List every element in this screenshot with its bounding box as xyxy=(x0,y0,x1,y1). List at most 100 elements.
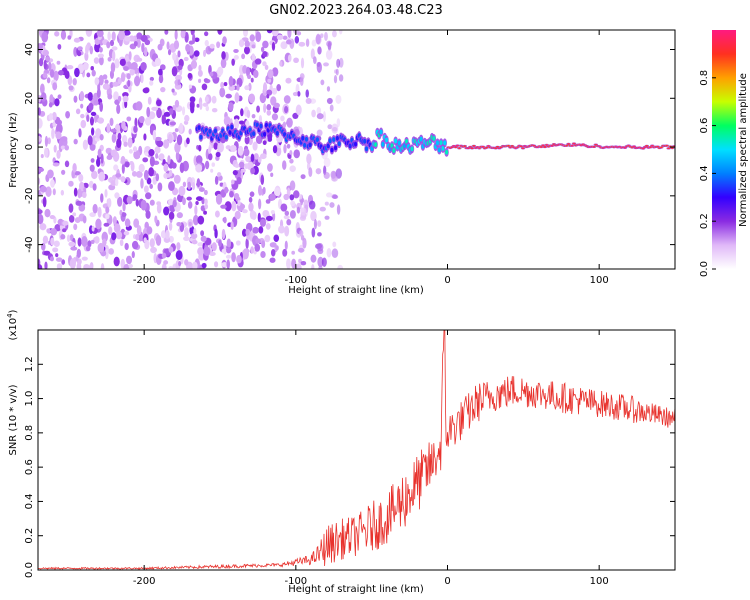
spectrogram-cell xyxy=(323,157,331,168)
spectrogram-cell xyxy=(283,144,287,154)
spectrogram-cell xyxy=(135,233,140,241)
spectrogram-cell xyxy=(233,192,240,200)
spectrogram-cell xyxy=(226,259,230,269)
spectrogram-cell xyxy=(56,263,63,269)
spectrogram-cell xyxy=(68,203,74,213)
spectrogram-cell xyxy=(273,102,280,109)
spectrogram-cell xyxy=(665,144,669,147)
spectrogram-cell xyxy=(441,145,445,151)
spectrogram-cell xyxy=(42,196,47,208)
spectrogram-cell xyxy=(167,49,172,56)
spectrogram-x-label: Height of straight line (km) xyxy=(288,285,424,296)
spectrogram-cell xyxy=(96,158,101,167)
spectrogram-cell xyxy=(72,163,77,173)
spectrogram-cell xyxy=(80,103,84,109)
spectrogram-cell xyxy=(283,193,290,201)
spectrogram-cell xyxy=(326,192,333,198)
spectrogram-cell xyxy=(47,137,51,145)
spectrogram-cell xyxy=(183,56,189,62)
spectrogram-cell xyxy=(97,148,102,158)
spectrogram-cell xyxy=(250,246,254,254)
spectrogram-cell xyxy=(140,61,147,71)
spectrogram-cell xyxy=(149,183,153,190)
spectrogram-cell xyxy=(237,199,241,207)
spectrogram-cell xyxy=(282,160,287,170)
spectrogram-cell xyxy=(128,64,136,70)
spectrogram-cell xyxy=(285,120,291,126)
spectrogram-cell xyxy=(275,245,279,251)
spectrogram-cell xyxy=(364,146,369,152)
spectrogram-cell xyxy=(154,136,162,142)
spectrogram-cell xyxy=(38,209,43,215)
spectrogram-cell xyxy=(86,72,91,78)
spectrogram-cell xyxy=(209,71,214,77)
spectrogram-cell xyxy=(472,145,476,147)
spectrogram-cell xyxy=(410,146,414,152)
snr-x-ticks: -200 -100 0 100 xyxy=(133,330,609,587)
spectrogram-cell xyxy=(49,256,54,262)
spectrogram-cell xyxy=(260,174,265,186)
spectrogram-cell xyxy=(333,75,338,84)
spectrogram-cell xyxy=(203,210,207,215)
spectrogram-cell xyxy=(89,45,94,55)
spectrogram-cell xyxy=(80,119,87,129)
spectrogram-cell xyxy=(120,155,126,165)
spectrogram-cell xyxy=(262,186,266,195)
spectrogram-cell xyxy=(72,212,77,217)
spectrogram-cell xyxy=(454,146,457,149)
spectrogram-cell xyxy=(64,160,70,168)
spectrogram-cell xyxy=(175,250,183,261)
spectrogram-cell xyxy=(197,69,203,77)
spectrogram-cell xyxy=(39,185,47,193)
colorbar-tick-label: 0.0 xyxy=(699,261,710,277)
spectrogram-cell xyxy=(293,149,300,159)
spectrogram-cell xyxy=(278,225,286,234)
spectrogram-cell xyxy=(231,252,236,263)
spectrogram-cell xyxy=(107,197,112,208)
spectrogram-cell xyxy=(82,215,87,224)
spectrogram-cell xyxy=(311,109,316,118)
spectrogram-cell xyxy=(221,51,226,60)
spectrogram-cell xyxy=(140,178,144,189)
spectrogram-cell xyxy=(224,134,228,140)
spectrogram-cell xyxy=(203,246,211,257)
spectrogram-cell xyxy=(61,169,66,175)
spectrogram-cell xyxy=(299,215,307,221)
spectrogram-y-tick-label: 20 xyxy=(24,92,35,105)
spectrogram-cell xyxy=(66,234,71,242)
spectrogram-cell xyxy=(54,31,60,37)
spectrogram-cell xyxy=(51,128,55,140)
spectrogram-cell xyxy=(297,247,305,253)
spectrogram-cell xyxy=(60,136,68,142)
spectrogram-cell xyxy=(49,94,54,103)
spectrogram-cell xyxy=(38,214,44,225)
spectrogram-cell xyxy=(284,240,288,251)
spectrogram-cell xyxy=(248,202,254,212)
spectrogram-cell xyxy=(276,34,284,40)
spectrogram-cell xyxy=(142,157,149,163)
spectrogram-cell xyxy=(38,43,43,50)
spectrogram-cell xyxy=(55,257,63,262)
spectrogram-cell xyxy=(244,135,250,145)
colorbar-tick-label: 0.4 xyxy=(699,165,710,181)
spectrogram-cell xyxy=(273,187,281,197)
spectrogram-cell xyxy=(323,62,329,67)
spectrogram-cell xyxy=(230,221,234,230)
spectrogram-cell xyxy=(241,53,246,60)
spectrogram-cell xyxy=(213,128,218,134)
spectrogram-cell xyxy=(143,133,147,141)
spectrogram-cell xyxy=(117,77,123,85)
spectrogram-cell xyxy=(319,206,326,212)
spectrogram-cell xyxy=(102,238,107,247)
spectrogram-cell xyxy=(156,201,162,206)
spectrogram-cell xyxy=(143,46,148,57)
spectrogram-cell xyxy=(306,153,312,165)
spectrogram-cell xyxy=(103,222,110,227)
spectrogram-cell xyxy=(68,180,74,187)
spectrogram-cell xyxy=(236,176,242,185)
spectrogram-cell xyxy=(245,156,251,163)
spectrogram-cell xyxy=(146,177,152,185)
spectrogram-cell xyxy=(235,240,241,246)
spectrogram-cell xyxy=(75,108,81,115)
spectrogram-cell xyxy=(301,135,305,141)
